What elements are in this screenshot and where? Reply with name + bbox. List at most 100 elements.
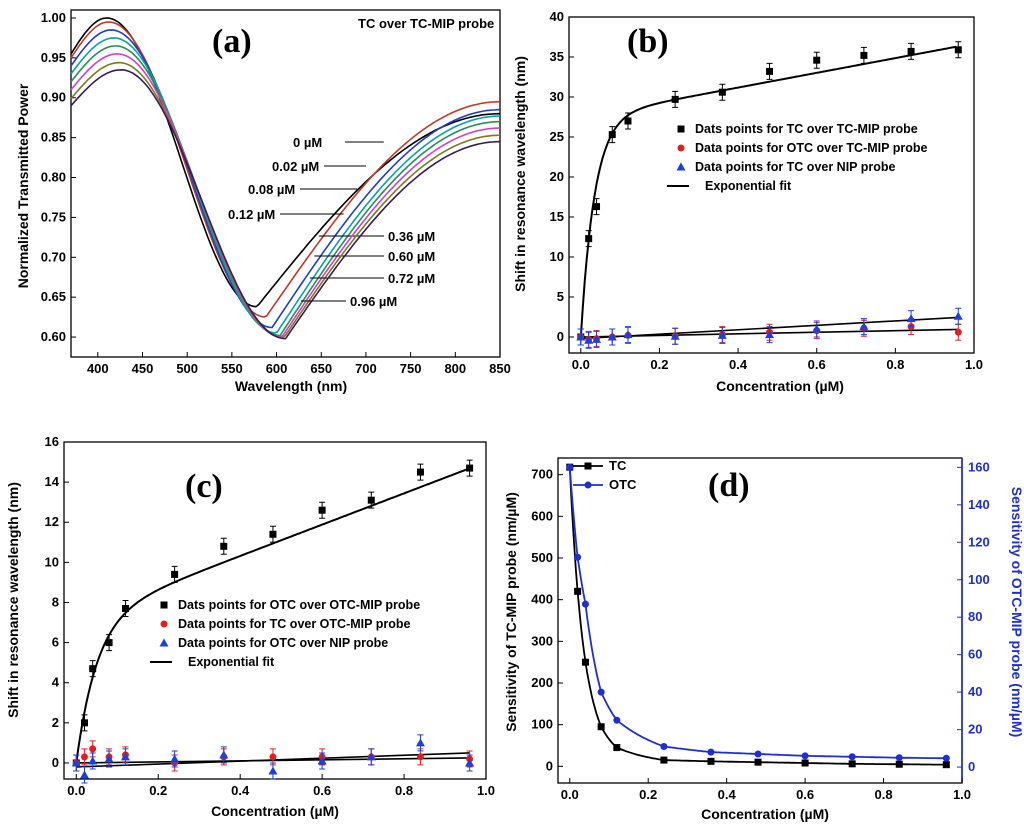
panel-b-ylabel: Shift in resonance wavelength (nm) [512, 56, 528, 292]
panel-b-data-point [717, 330, 727, 339]
panel-c-data-point [71, 758, 81, 767]
panel-d-data-point [660, 756, 668, 764]
panel-d-ytick-label: 300 [531, 633, 553, 648]
panel-b-data-point [765, 330, 775, 339]
panel-a-xtick-label: 500 [176, 361, 198, 376]
panel-c-data-point [269, 530, 277, 538]
panel-d-tag: (d) [708, 467, 750, 504]
panel-b-ytick-label: 0 [557, 329, 564, 344]
panel-c-xtick-label: 0.0 [67, 783, 85, 798]
panel-b-data-point [584, 335, 594, 344]
panel-b-data-point [671, 95, 679, 103]
panel-b-data-point [718, 88, 726, 96]
panel-b-xtick-label: 1.0 [965, 357, 983, 372]
panel-d-data-point [848, 760, 856, 768]
panel-c-data-point [415, 738, 425, 747]
panel-d-right-ytick-label: 60 [968, 647, 982, 662]
panel-c-legend-marker [159, 638, 169, 647]
panel-d: (d) Concentration (µM) Sensitivity of TC… [503, 457, 1024, 822]
panel-b-data-point [592, 334, 602, 343]
panel-d-series-line [568, 467, 945, 760]
panel-d-data-point [581, 658, 589, 666]
panel-b-xtick-label: 0.8 [886, 357, 904, 372]
panel-a-xtick-label: 450 [132, 361, 154, 376]
panel-c-legend-label: Dats points for OTC over OTC-MIP probe [178, 598, 420, 612]
panel-a-ytick-label: 0.65 [41, 289, 66, 304]
panel-c-data-point [89, 745, 97, 753]
panel-c-xtick-label: 0.4 [231, 783, 250, 798]
panel-d-ytick-label: 400 [531, 592, 553, 607]
panel-c-data-point [80, 753, 88, 761]
panel-a-ytick-label: 1.00 [41, 10, 66, 25]
panel-b-data-point [593, 203, 601, 211]
panel-a-xtick-label: 550 [221, 361, 243, 376]
panel-c-data-point [367, 496, 375, 504]
panel-b-xtick-label: 0.4 [729, 357, 748, 372]
panel-b: (b) Concentration (µM) Shift in resonanc… [512, 9, 983, 394]
panel-b-data-point [954, 328, 962, 336]
panel-d-ylabel-right: Sensitivity of OTC-MIP probe (nm/µM) [1009, 487, 1024, 737]
panel-a-xtick-label: 650 [310, 361, 332, 376]
panel-d-xtick-label: 1.0 [953, 787, 971, 802]
panel-b-ytick-label: 5 [557, 289, 564, 304]
panel-d-data-point [801, 752, 809, 760]
panel-d-xtick-label: 0.6 [796, 787, 814, 802]
panel-b-data-point [607, 332, 617, 341]
panel-b-data-point [860, 51, 868, 59]
panel-b-plot-frame [568, 16, 975, 354]
panel-c-xtick-label: 0.2 [149, 783, 167, 798]
panel-c-tag: (c) [185, 468, 223, 505]
panel-c-data-point [105, 639, 113, 647]
panel-c-xtick-label: 1.0 [477, 783, 495, 798]
panel-d-data-point [848, 753, 856, 761]
panel-b-legend-label: Data points for TC over NIP probe [695, 160, 896, 174]
panel-b-ytick-label: 25 [550, 129, 564, 144]
panel-d-right-ytick-label: 100 [968, 572, 990, 587]
panel-a-series-label: 0.96 µM [350, 294, 397, 309]
panel-b-xlabel: Concentration (µM) [716, 378, 844, 394]
panel-c-data-point [171, 570, 179, 578]
panel-b-legend-label: Data points for OTC over TC-MIP probe [695, 141, 927, 155]
panel-b-ytick-label: 40 [550, 9, 564, 24]
panel-d-legend-marker [584, 481, 592, 489]
panel-d-data-point [707, 757, 715, 765]
panel-c-xtick-label: 0.8 [395, 783, 413, 798]
panel-a-series-line [70, 21, 501, 318]
panel-c-data-point [219, 750, 229, 759]
panel-d-ytick-label: 600 [531, 508, 553, 523]
panel-d-ytick-label: 0 [546, 758, 553, 773]
panel-a-ytick-label: 0.70 [41, 249, 66, 264]
panel-d-data-point [660, 742, 668, 750]
panel-a-series-line [70, 53, 500, 338]
panel-d-series-line [568, 467, 945, 766]
panel-c-ytick-label: 16 [45, 434, 59, 449]
panel-d-right-ytick-label: 80 [968, 609, 982, 624]
panel-c-data-point [89, 665, 97, 673]
panel-d-xlabel: Concentration (µM) [701, 806, 829, 822]
panel-b-legend-fit-label: Exponential fit [705, 179, 792, 193]
panel-d-xtick-label: 0.2 [639, 787, 657, 802]
panel-c-ytick-label: 6 [52, 635, 59, 650]
panel-a-series-line [70, 29, 500, 329]
panel-a-ytick-label: 0.60 [41, 329, 66, 344]
panel-a-ytick-label: 0.80 [41, 170, 66, 185]
panel-a-series-label: 0 µM [293, 135, 322, 150]
panel-c-data-point [121, 604, 129, 612]
panel-d-data-point [754, 750, 762, 758]
panel-a-title: TC over TC-MIP probe [358, 16, 494, 31]
panel-b-data-point [812, 324, 822, 333]
panel-c-data-point [79, 770, 89, 779]
panel-a-series-label: 0.02 µM [272, 159, 319, 174]
panel-d-data-point [566, 463, 574, 471]
panel-b-xtick-label: 0.6 [808, 357, 826, 372]
panel-b-ytick-label: 20 [550, 169, 564, 184]
panel-c-data-point [88, 756, 98, 765]
panel-d-right-ytick-label: 120 [968, 534, 990, 549]
panel-c-fit-line [75, 468, 468, 764]
panel-c-ytick-label: 14 [45, 474, 60, 489]
panel-c-ytick-label: 10 [45, 554, 59, 569]
panel-d-data-point [801, 759, 809, 767]
panel-c-xtick-label: 0.6 [313, 783, 331, 798]
panel-d-ytick-label: 500 [531, 550, 553, 565]
panel-d-data-point [581, 600, 589, 608]
